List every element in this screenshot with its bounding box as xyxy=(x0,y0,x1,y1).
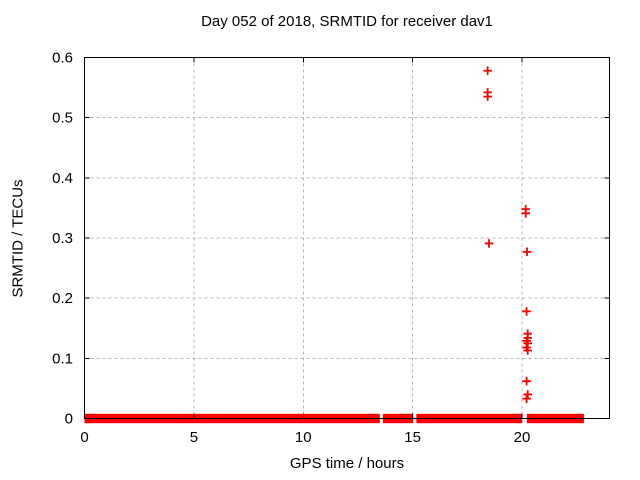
data-point-marker xyxy=(523,390,532,399)
y-tick-label: 0.2 xyxy=(52,290,73,307)
data-point-marker xyxy=(523,338,532,348)
data-point-marker xyxy=(483,66,492,76)
x-axis-label: GPS time / hours xyxy=(289,455,405,472)
y-tick-label: 0.1 xyxy=(52,350,73,367)
x-tick-label: 5 xyxy=(190,429,198,446)
y-tick-label: 0.5 xyxy=(52,110,73,127)
chart-title: Day 052 of 2018, SRMTID for receiver dav… xyxy=(201,13,493,30)
data-point-marker xyxy=(522,247,532,257)
data-points xyxy=(483,66,532,403)
data-point-marker xyxy=(521,209,531,218)
data-point-marker xyxy=(522,394,531,403)
y-tick-label: 0.3 xyxy=(52,230,73,247)
y-tick-label: 0.6 xyxy=(52,50,73,67)
y-tick-label: 0 xyxy=(65,411,73,428)
data-point-marker xyxy=(522,307,531,316)
data-point-marker xyxy=(523,346,532,355)
data-point-marker xyxy=(522,376,531,386)
x-tick-label: 0 xyxy=(80,429,88,446)
y-tick-label: 0.4 xyxy=(52,170,73,187)
data-point-marker xyxy=(483,92,492,101)
x-tick-label: 10 xyxy=(295,429,312,446)
x-tick-label: 20 xyxy=(514,429,531,446)
x-tick-label: 15 xyxy=(404,429,421,446)
data-point-marker xyxy=(484,239,494,248)
